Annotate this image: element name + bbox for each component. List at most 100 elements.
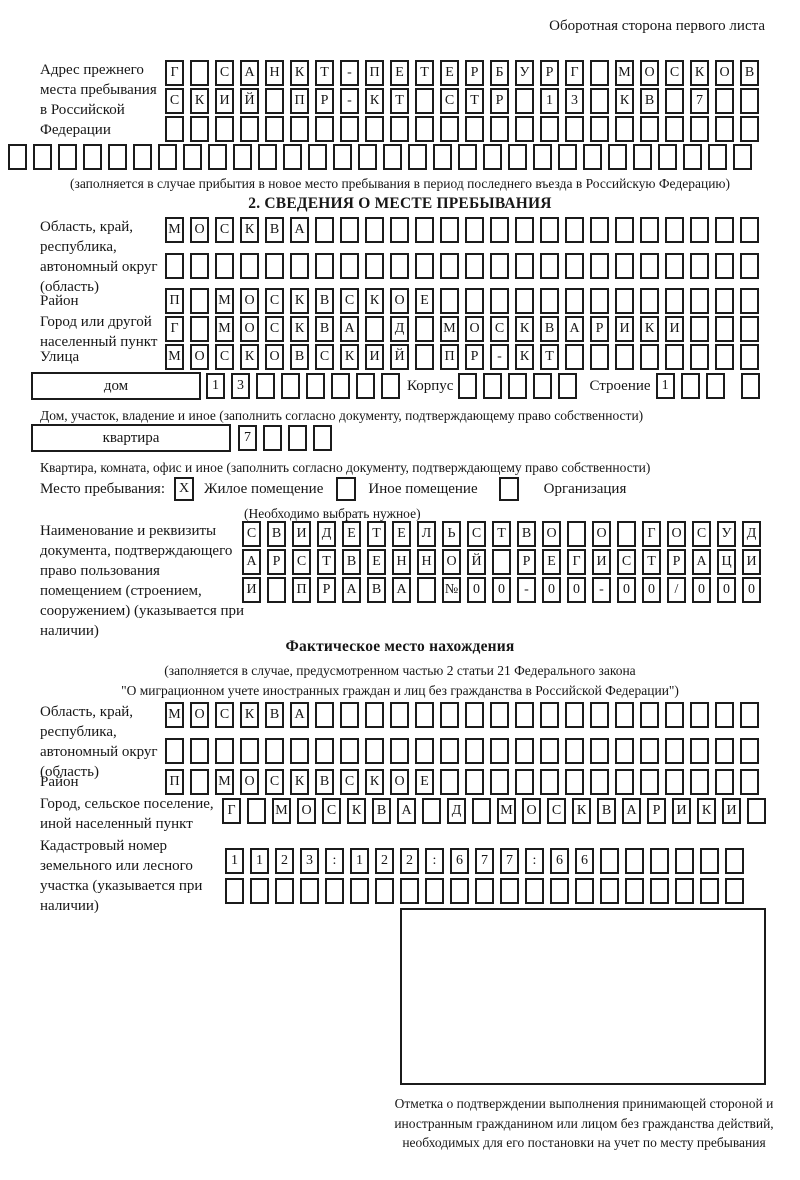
char-cell[interactable] <box>640 116 659 142</box>
char-cell[interactable]: 3 <box>565 88 584 114</box>
char-cell[interactable] <box>640 738 659 764</box>
char-cell[interactable] <box>690 253 709 279</box>
char-cell[interactable] <box>740 344 759 370</box>
char-cell[interactable]: П <box>365 60 384 86</box>
char-cell[interactable] <box>715 253 734 279</box>
char-cell[interactable] <box>240 116 259 142</box>
char-cell[interactable] <box>665 288 684 314</box>
char-cell[interactable] <box>740 316 759 342</box>
char-cell[interactable]: Л <box>417 521 436 547</box>
char-cell[interactable]: 7 <box>690 88 709 114</box>
char-cell[interactable]: А <box>392 577 411 603</box>
char-cell[interactable]: 6 <box>575 848 594 874</box>
char-cell[interactable] <box>715 344 734 370</box>
char-cell[interactable] <box>390 702 409 728</box>
char-cell[interactable] <box>215 738 234 764</box>
char-cell[interactable]: В <box>315 769 334 795</box>
char-cell[interactable] <box>240 738 259 764</box>
char-cell[interactable] <box>683 144 702 170</box>
char-cell[interactable] <box>740 288 759 314</box>
char-cell[interactable]: Д <box>390 316 409 342</box>
char-cell[interactable]: Г <box>565 60 584 86</box>
char-cell[interactable] <box>590 116 609 142</box>
char-cell[interactable] <box>365 116 384 142</box>
char-cell[interactable]: О <box>542 521 561 547</box>
char-cell[interactable] <box>490 253 509 279</box>
char-cell[interactable] <box>590 702 609 728</box>
char-cell[interactable]: С <box>292 549 311 575</box>
char-cell[interactable]: И <box>292 521 311 547</box>
char-cell[interactable]: В <box>267 521 286 547</box>
char-cell[interactable] <box>58 144 77 170</box>
char-cell[interactable] <box>190 316 209 342</box>
char-cell[interactable]: К <box>290 288 309 314</box>
char-cell[interactable]: О <box>240 769 259 795</box>
char-cell[interactable] <box>608 144 627 170</box>
char-cell[interactable] <box>675 848 694 874</box>
char-cell[interactable] <box>333 144 352 170</box>
char-cell[interactable] <box>465 738 484 764</box>
char-cell[interactable] <box>617 521 636 547</box>
char-cell[interactable] <box>533 144 552 170</box>
char-cell[interactable]: 7 <box>238 425 257 451</box>
char-cell[interactable] <box>565 253 584 279</box>
char-cell[interactable] <box>440 253 459 279</box>
char-cell[interactable]: О <box>442 549 461 575</box>
char-cell[interactable]: 0 <box>492 577 511 603</box>
char-cell[interactable] <box>740 88 759 114</box>
char-cell[interactable] <box>515 116 534 142</box>
char-cell[interactable]: - <box>340 88 359 114</box>
char-cell[interactable] <box>650 878 669 904</box>
char-cell[interactable]: О <box>190 344 209 370</box>
char-cell[interactable]: Е <box>415 769 434 795</box>
char-cell[interactable]: 3 <box>300 848 319 874</box>
char-cell[interactable] <box>365 217 384 243</box>
char-cell[interactable] <box>450 878 469 904</box>
char-cell[interactable] <box>465 116 484 142</box>
char-cell[interactable] <box>440 288 459 314</box>
char-cell[interactable]: С <box>215 60 234 86</box>
char-cell[interactable] <box>665 769 684 795</box>
char-cell[interactable] <box>365 316 384 342</box>
char-cell[interactable]: К <box>365 769 384 795</box>
char-cell[interactable] <box>417 577 436 603</box>
char-cell[interactable] <box>83 144 102 170</box>
char-cell[interactable]: С <box>440 88 459 114</box>
char-cell[interactable] <box>615 253 634 279</box>
char-cell[interactable] <box>190 769 209 795</box>
char-cell[interactable] <box>440 116 459 142</box>
char-cell[interactable]: 6 <box>450 848 469 874</box>
char-cell[interactable]: И <box>592 549 611 575</box>
char-cell[interactable] <box>490 116 509 142</box>
char-cell[interactable] <box>515 288 534 314</box>
char-cell[interactable] <box>565 116 584 142</box>
char-cell[interactable] <box>615 116 634 142</box>
char-cell[interactable] <box>690 217 709 243</box>
char-cell[interactable]: М <box>215 769 234 795</box>
char-cell[interactable] <box>600 878 619 904</box>
char-cell[interactable] <box>515 88 534 114</box>
char-cell[interactable]: Т <box>315 60 334 86</box>
char-cell[interactable] <box>158 144 177 170</box>
char-cell[interactable] <box>658 144 677 170</box>
char-cell[interactable]: А <box>290 217 309 243</box>
char-cell[interactable] <box>747 798 766 824</box>
char-cell[interactable] <box>108 144 127 170</box>
char-cell[interactable]: В <box>265 702 284 728</box>
char-cell[interactable] <box>665 344 684 370</box>
char-cell[interactable]: О <box>240 288 259 314</box>
char-cell[interactable] <box>340 738 359 764</box>
char-cell[interactable] <box>290 738 309 764</box>
char-cell[interactable]: М <box>497 798 516 824</box>
char-cell[interactable]: Д <box>742 521 761 547</box>
char-cell[interactable] <box>525 878 544 904</box>
char-cell[interactable] <box>331 373 350 399</box>
char-cell[interactable]: : <box>525 848 544 874</box>
char-cell[interactable] <box>665 702 684 728</box>
char-cell[interactable] <box>740 702 759 728</box>
char-cell[interactable] <box>315 217 334 243</box>
char-cell[interactable] <box>390 253 409 279</box>
char-cell[interactable] <box>740 217 759 243</box>
char-cell[interactable] <box>288 425 307 451</box>
char-cell[interactable] <box>615 288 634 314</box>
